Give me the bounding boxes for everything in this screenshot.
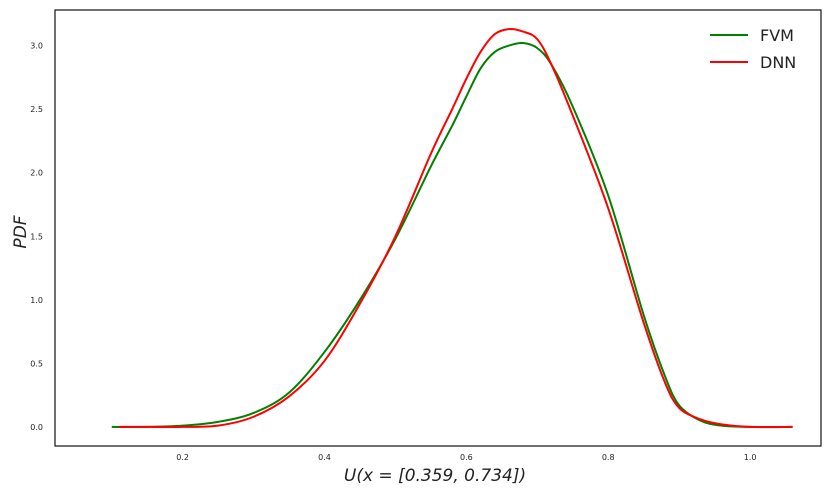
x-axis-label: U(x = [0.359, 0.734]) bbox=[344, 466, 526, 486]
legend: FVM DNN bbox=[710, 26, 796, 72]
plot-frame bbox=[54, 9, 822, 447]
x-tick-labels: 0.2 0.4 0.6 0.8 1.0 bbox=[176, 453, 756, 462]
x-tick-label: 0.2 bbox=[176, 453, 189, 462]
y-tick-label: 1.0 bbox=[30, 296, 43, 305]
y-tick-label: 2.0 bbox=[30, 169, 43, 178]
series-lines bbox=[111, 27, 793, 429]
x-tick-label: 1.0 bbox=[744, 453, 757, 462]
y-tick-label: 0.0 bbox=[30, 423, 43, 432]
y-tick-label: 3.0 bbox=[30, 42, 43, 51]
legend-label-dnn: DNN bbox=[760, 53, 796, 72]
x-tick-label: 0.8 bbox=[602, 453, 615, 462]
y-tick-label: 0.5 bbox=[30, 359, 43, 368]
y-tick-labels: 0.0 0.5 1.0 1.5 2.0 2.5 3.0 bbox=[30, 42, 43, 432]
x-tick-label: 0.6 bbox=[460, 453, 473, 462]
legend-label-fvm: FVM bbox=[760, 26, 794, 45]
y-tick-label: 1.5 bbox=[30, 232, 43, 241]
y-tick-label: 2.5 bbox=[30, 105, 43, 114]
x-tick-label: 0.4 bbox=[318, 453, 331, 462]
series-line-fvm bbox=[111, 41, 793, 429]
series-line-dnn bbox=[118, 27, 793, 429]
y-axis-label: PDF bbox=[11, 215, 31, 248]
